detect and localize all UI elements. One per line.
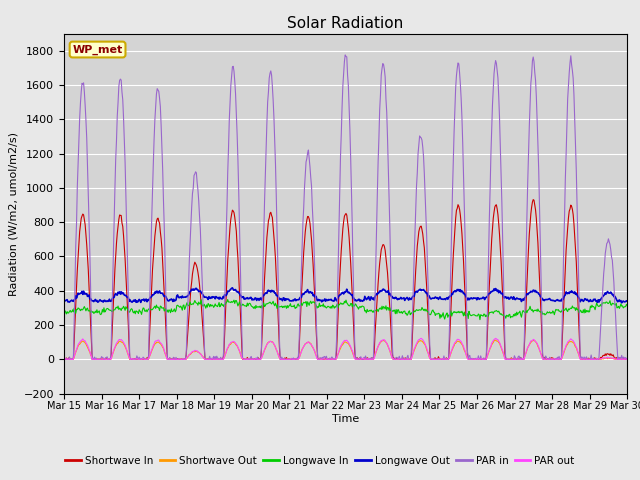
Legend: Shortwave In, Shortwave Out, Longwave In, Longwave Out, PAR in, PAR out: Shortwave In, Shortwave Out, Longwave In…	[61, 452, 579, 470]
Y-axis label: Radiation (W/m2, umol/m2/s): Radiation (W/m2, umol/m2/s)	[8, 132, 18, 296]
Text: WP_met: WP_met	[72, 44, 123, 55]
PAR out	[128, 356, 136, 362]
Shortwave Out	[492, 337, 499, 343]
Longwave In	[431, 312, 439, 318]
PAR in	[431, 357, 439, 362]
Shortwave Out	[415, 338, 422, 344]
Longwave Out	[215, 296, 223, 302]
Longwave Out	[415, 288, 422, 293]
Longwave Out	[431, 294, 439, 300]
Shortwave Out	[60, 356, 68, 362]
Shortwave Out	[431, 357, 439, 362]
Longwave In	[215, 300, 223, 305]
PAR out	[414, 337, 422, 343]
Shortwave In	[71, 320, 79, 325]
PAR out	[215, 357, 223, 362]
Shortwave Out	[623, 356, 631, 362]
PAR out	[60, 357, 68, 362]
Longwave In	[70, 305, 78, 311]
Line: PAR out: PAR out	[64, 338, 627, 360]
Shortwave Out	[186, 352, 194, 358]
Longwave Out	[186, 290, 193, 296]
Longwave Out	[70, 297, 78, 302]
Longwave Out	[60, 299, 68, 305]
Shortwave In	[129, 357, 137, 362]
Shortwave In	[186, 295, 194, 301]
PAR in	[623, 357, 631, 362]
Longwave In	[224, 297, 232, 302]
Shortwave Out	[216, 356, 224, 362]
PAR out	[431, 357, 439, 362]
Longwave Out	[228, 285, 236, 291]
PAR out	[70, 354, 78, 360]
Shortwave In	[415, 228, 422, 234]
Longwave In	[415, 307, 422, 313]
PAR in	[415, 142, 422, 147]
PAR in	[60, 357, 68, 362]
Line: Longwave Out: Longwave Out	[64, 288, 627, 303]
Shortwave In	[216, 357, 224, 362]
Line: Shortwave In: Shortwave In	[64, 200, 627, 360]
Longwave Out	[623, 298, 631, 304]
Shortwave In	[529, 197, 537, 203]
PAR in	[128, 357, 136, 362]
Line: PAR in: PAR in	[64, 55, 627, 360]
Longwave In	[128, 306, 136, 312]
Line: Shortwave Out: Shortwave Out	[64, 340, 627, 360]
X-axis label: Time: Time	[332, 414, 359, 424]
Longwave In	[476, 317, 484, 323]
Shortwave In	[60, 356, 68, 362]
Shortwave Out	[129, 356, 137, 362]
Longwave In	[186, 302, 193, 308]
PAR in	[215, 356, 223, 362]
PAR in	[341, 52, 349, 58]
Shortwave In	[431, 355, 439, 361]
PAR out	[623, 357, 631, 362]
PAR in	[70, 319, 78, 325]
Shortwave Out	[61, 357, 68, 362]
Title: Solar Radiation: Solar Radiation	[287, 16, 404, 31]
Longwave In	[60, 308, 68, 314]
Shortwave Out	[71, 351, 79, 357]
PAR out	[417, 336, 425, 341]
PAR out	[186, 352, 193, 358]
Line: Longwave In: Longwave In	[64, 300, 627, 320]
Shortwave In	[61, 357, 68, 362]
Shortwave In	[623, 357, 631, 362]
Longwave Out	[128, 300, 136, 305]
Longwave In	[623, 302, 631, 308]
PAR in	[186, 257, 193, 263]
Longwave Out	[618, 300, 625, 306]
